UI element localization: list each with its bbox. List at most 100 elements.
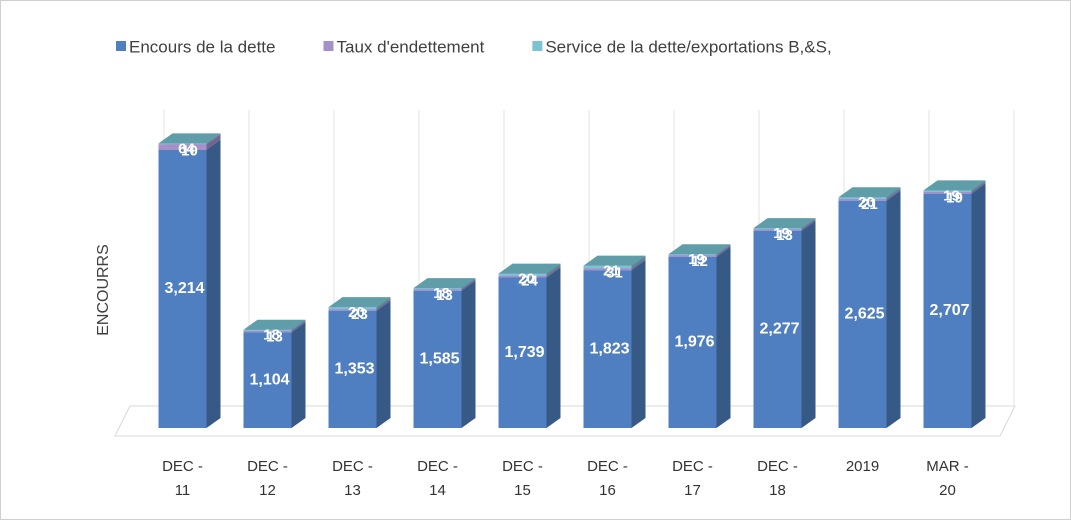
bar-segment (328, 310, 377, 428)
data-label: 13 (266, 329, 283, 346)
bar-segment (668, 254, 717, 256)
data-label: 1,353 (334, 361, 374, 378)
legend-swatch (116, 41, 126, 51)
x-tick-label: DEC - 17 (672, 458, 713, 499)
data-label: 13 (776, 227, 793, 244)
bar-segment (838, 200, 887, 428)
bar-side (886, 189, 901, 201)
bar-top (923, 180, 986, 191)
x-tick-label: DEC - 13 (332, 458, 373, 499)
bar-side (631, 255, 646, 269)
bar-top (668, 244, 731, 255)
bar-side (716, 244, 731, 256)
bar-side (376, 299, 391, 311)
data-label: 23 (351, 306, 368, 323)
bar-segment (243, 332, 292, 428)
x-tick-label: 2019 (845, 458, 880, 475)
bar-segment (158, 144, 207, 150)
data-label: 18 (433, 285, 450, 302)
bar-segment (753, 229, 802, 231)
bar-segment (923, 193, 972, 428)
bar-segment (923, 192, 972, 194)
bar-segment (753, 230, 802, 428)
bar-segment (668, 255, 717, 257)
bar-segment (583, 270, 632, 428)
bar-side (886, 187, 901, 200)
bar-side (801, 220, 816, 428)
data-label: 13 (436, 287, 453, 304)
bar-side (206, 133, 221, 145)
data-label: 12 (691, 253, 708, 270)
bar-side (461, 280, 476, 428)
bar-side (971, 182, 986, 194)
data-label: 1,739 (504, 344, 544, 361)
bar-top (583, 255, 646, 266)
data-label: 21 (603, 263, 620, 280)
bar-segment (243, 330, 292, 333)
data-label: 3,214 (164, 280, 204, 297)
data-label: 19 (688, 251, 705, 268)
bar-side (376, 300, 391, 428)
legend-label: Encours de la dette (129, 37, 275, 56)
bar-segment (498, 273, 547, 276)
bar-side (546, 263, 561, 276)
bar-segment (413, 288, 462, 290)
bar-side (801, 218, 816, 230)
bar-segment (243, 329, 292, 331)
bar-segment (158, 149, 207, 428)
bar-top (413, 278, 476, 289)
data-label: 20 (858, 194, 875, 211)
bar-top (498, 263, 561, 274)
data-label: 19 (943, 187, 960, 204)
bar-side (716, 246, 731, 428)
bar-side (971, 180, 986, 193)
bar-side (291, 322, 306, 428)
bar-side (291, 319, 306, 331)
data-label: 64 (178, 140, 195, 157)
legend-label: Service de la dette/exportations B,&S, (545, 37, 831, 56)
bar-side (631, 260, 646, 428)
legend-label: Taux d'endettement (336, 37, 484, 56)
data-label: 19 (773, 225, 790, 242)
bar-segment (838, 199, 887, 201)
bar-side (801, 219, 816, 231)
bar-segment (498, 275, 547, 278)
bar-top (838, 187, 901, 198)
x-tick-label: DEC - 11 (162, 458, 203, 499)
bar-segment (413, 290, 462, 428)
bar-side (716, 245, 731, 257)
y-axis-label: ENCOURRS (95, 244, 112, 336)
data-label: 1,823 (589, 340, 629, 357)
data-label: 2,277 (759, 321, 799, 338)
data-label: 18 (263, 327, 280, 344)
x-tick-label: DEC - 15 (502, 458, 543, 499)
data-label: 10 (181, 142, 198, 159)
bar-side (631, 258, 646, 271)
bar-segment (583, 268, 632, 271)
data-label: 1,585 (419, 351, 459, 368)
bar-top (158, 133, 221, 144)
bar-segment (328, 307, 377, 310)
x-tick-label: DEC - 12 (247, 458, 288, 499)
bar-side (546, 265, 561, 278)
legend-swatch (323, 41, 334, 51)
bar-segment (838, 197, 887, 200)
bar-segment (583, 265, 632, 269)
bar-segment (498, 277, 547, 428)
data-label: 20 (518, 271, 535, 288)
data-label: 21 (861, 196, 878, 213)
data-label: 20 (348, 304, 365, 321)
bar-side (546, 267, 561, 428)
x-tick-label: DEC - 14 (417, 458, 458, 499)
x-tick-label: MAR - 20 (926, 458, 969, 499)
bar-top (753, 218, 816, 229)
data-label: 31 (606, 265, 623, 282)
data-label: 2,625 (844, 306, 884, 323)
bar-segment (413, 289, 462, 291)
data-label: 24 (521, 273, 538, 290)
floor (114, 405, 1016, 437)
bar-segment (668, 256, 717, 428)
bar-top (243, 319, 306, 330)
